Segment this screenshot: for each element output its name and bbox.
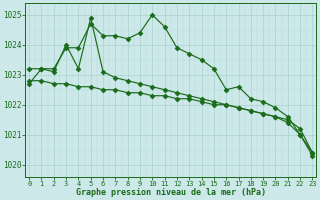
- X-axis label: Graphe pression niveau de la mer (hPa): Graphe pression niveau de la mer (hPa): [76, 188, 266, 197]
